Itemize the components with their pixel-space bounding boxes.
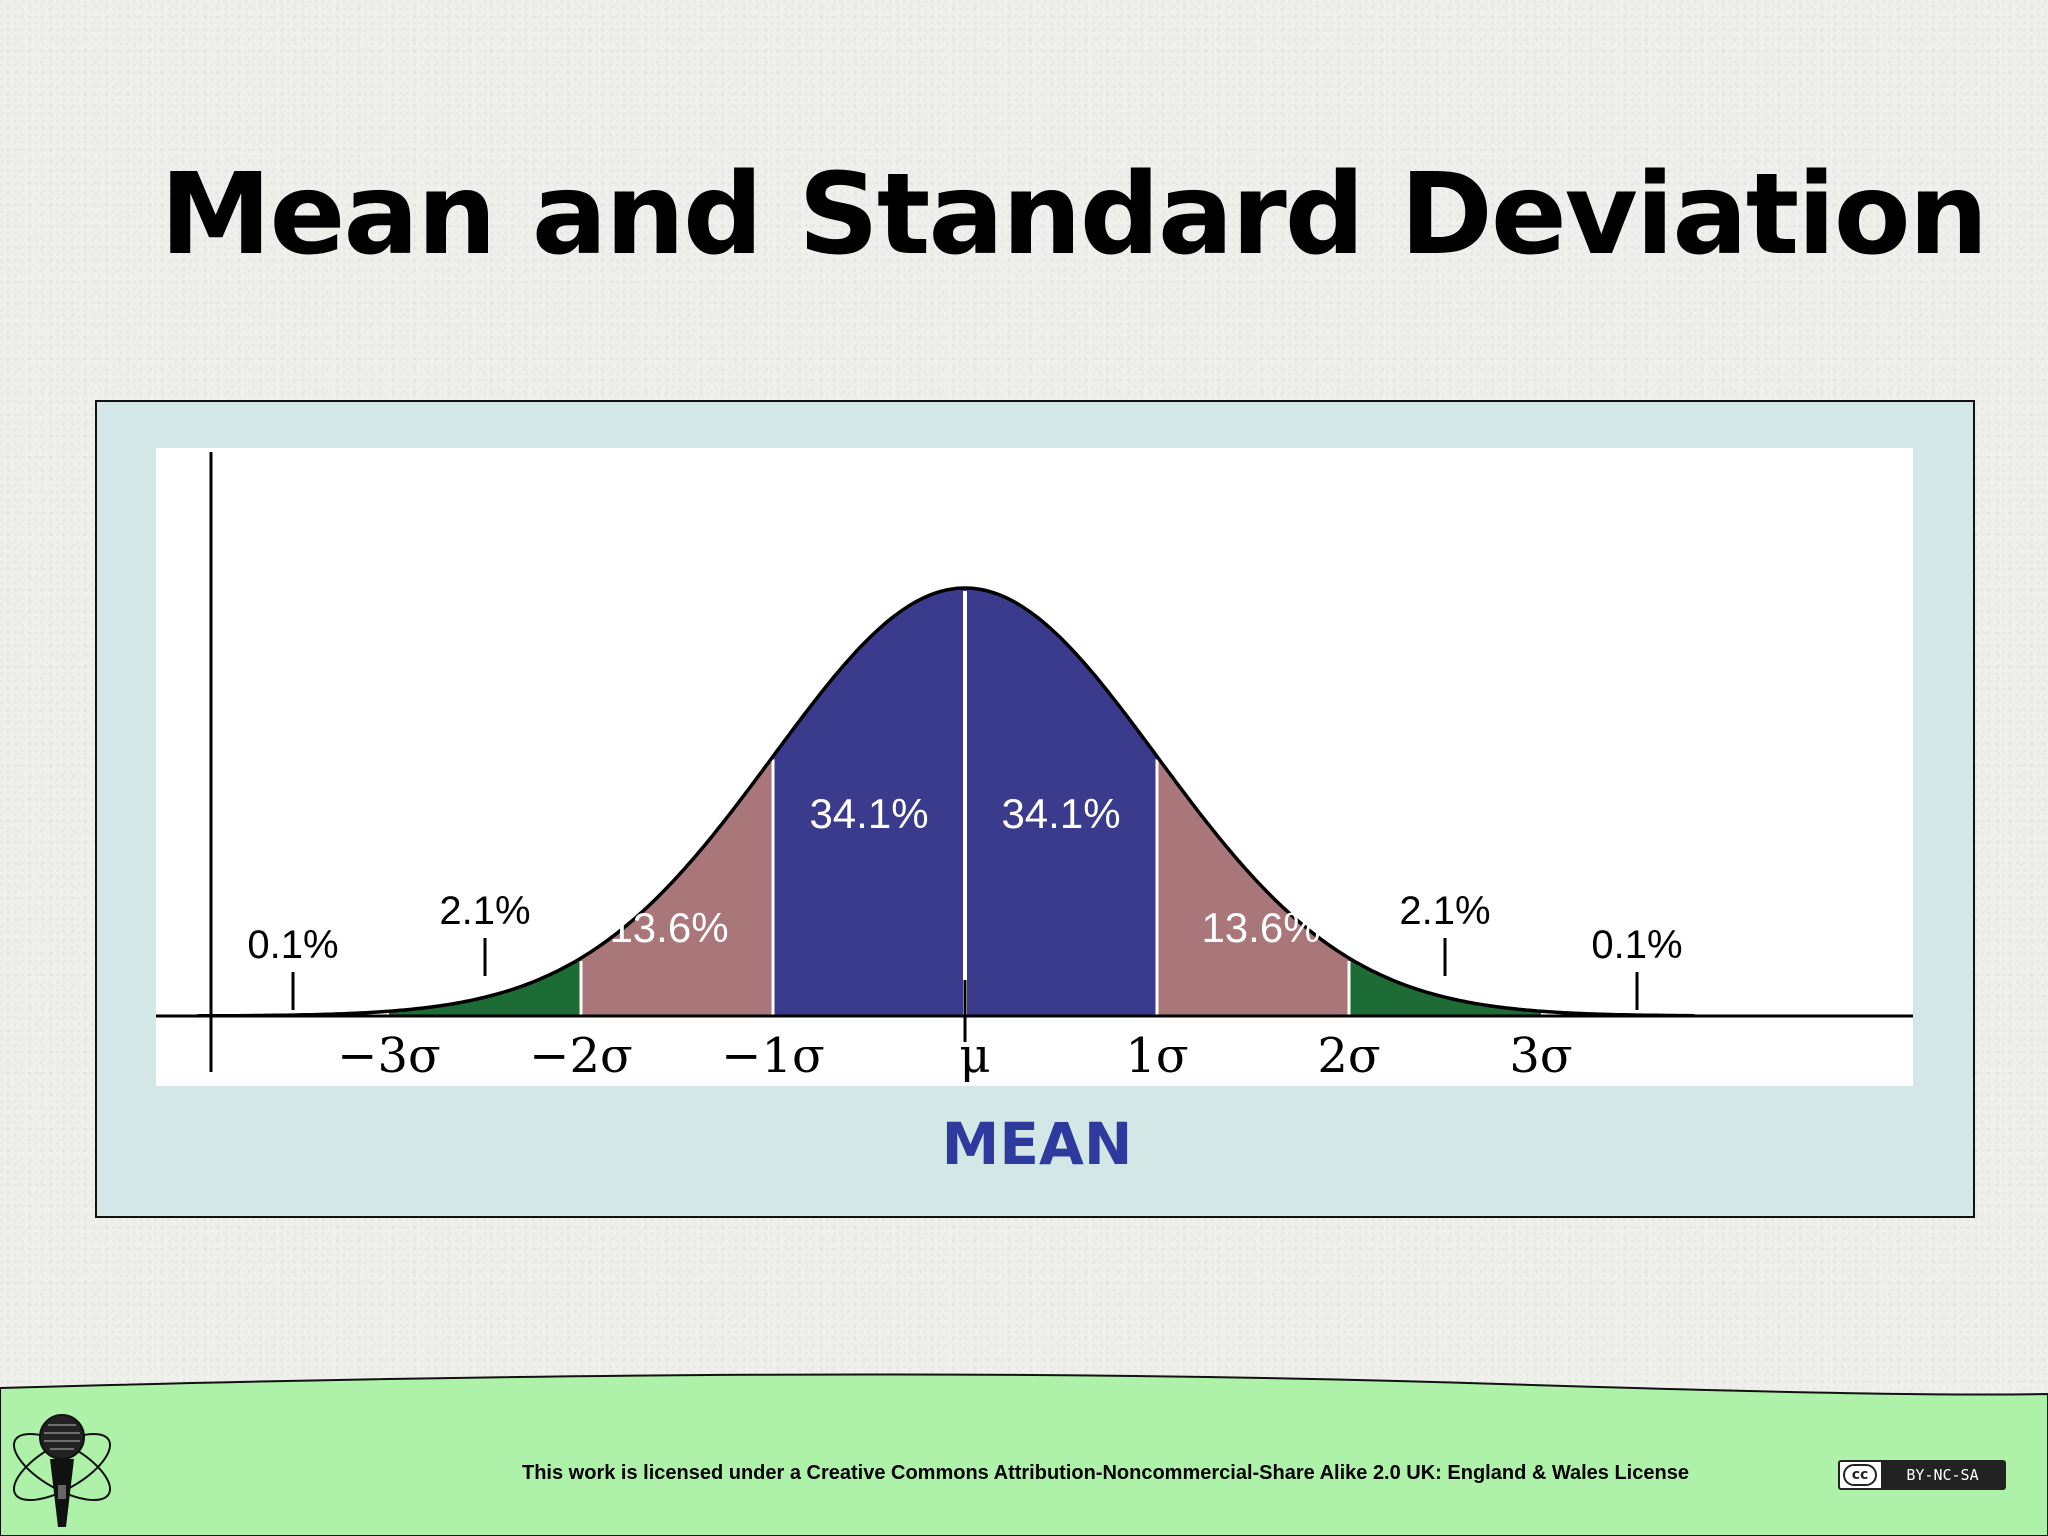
region-6 [1349,958,1541,1016]
bell-curve [196,586,1695,1018]
slide-title: Mean and Standard Deviation [160,150,1988,280]
cc-label: BY-NC-SA [1881,1462,2004,1488]
tail-label: 2.1% [439,889,530,933]
footer-band [0,1373,2048,1536]
cc-mark: cc [1843,1464,1877,1486]
mean-caption: MEAN [941,1110,1133,1178]
x-tick-label: 1σ [1125,1028,1188,1084]
region-label: 13.6% [1201,904,1320,951]
license-text[interactable]: This work is licensed under a Creative C… [522,1462,1689,1484]
x-tick-label: −1σ [721,1028,825,1084]
x-tick-label: −3σ [337,1028,441,1084]
region-1 [389,958,581,1016]
x-tick-label: 2σ [1317,1028,1380,1084]
normal-distribution-chart: −3σ −2σ −1σ μ 1σ 2σ 3σ 34.1% 34.1% 13.6% 13.6% 0.1%… [156,448,1913,1086]
cc-license-badge[interactable]: cc BY-NC-SA [1838,1460,2006,1490]
region-label: 34.1% [1001,790,1120,837]
x-tick-label: −2σ [529,1028,633,1084]
x-tick-label: 3σ [1509,1028,1572,1084]
region-label: 13.6% [609,904,728,951]
chart-panel: −3σ −2σ −1σ μ 1σ 2σ 3σ 34.1% 34.1% 13.6% 13.6% 0.1%… [95,400,1975,1218]
tail-label: 0.1% [247,923,338,967]
region-label: 34.1% [809,790,928,837]
x-tick-label: μ [959,1028,990,1084]
tail-label: 0.1% [1591,923,1682,967]
microphone-atom-icon [12,1414,112,1527]
tail-label: 2.1% [1399,889,1490,933]
